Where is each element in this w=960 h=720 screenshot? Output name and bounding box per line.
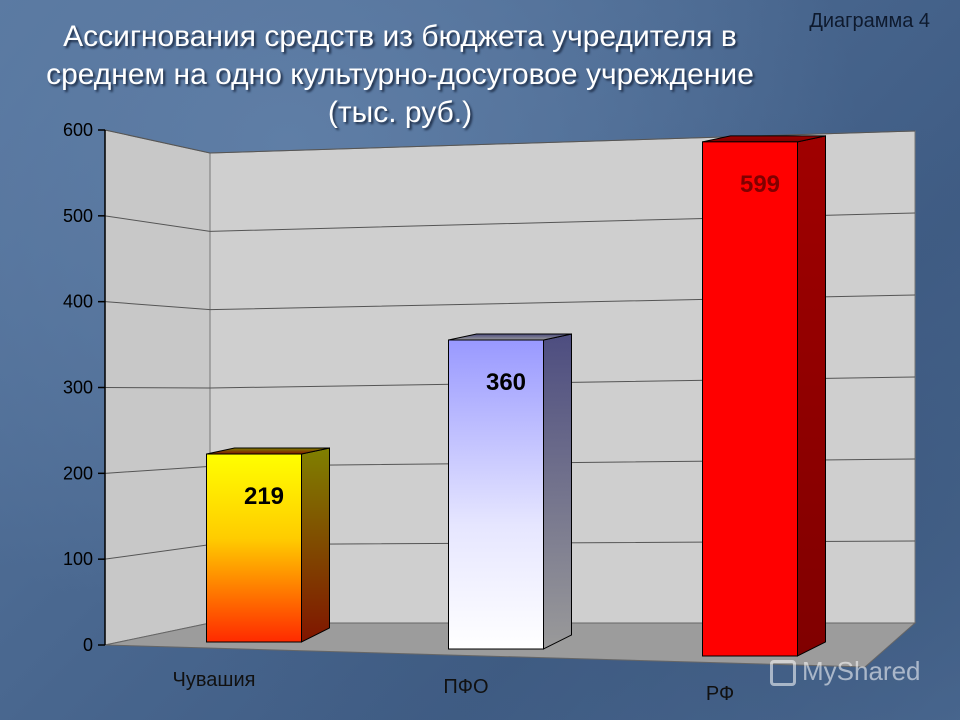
chart-title-line-2: среднем на одно культурно-досуговое учре…: [46, 58, 754, 91]
gridline: [104, 212, 916, 232]
bar-1: [206, 447, 330, 643]
diagram-number-label: Диаграмма 4: [809, 10, 930, 32]
bar-side-face: [543, 333, 572, 650]
x-axis-labels: Чувашия ПФО РФ: [173, 669, 735, 705]
y-axis: 0 100 200 300 400 500 600: [63, 120, 106, 655]
bar-front-face: [448, 339, 544, 650]
chart-title-line-3: (тыс. руб.): [327, 96, 473, 129]
category-label: ПФО: [443, 676, 488, 698]
gridline: [104, 129, 916, 154]
gridlines: [104, 129, 916, 560]
gridline: [104, 376, 916, 389]
y-tick-label: 200: [63, 463, 93, 483]
bars-group: 219 360 599: [206, 135, 826, 657]
data-label: 219: [244, 483, 284, 510]
bar-2: [448, 333, 572, 650]
watermark: MyShared: [770, 656, 921, 687]
chart-title-line-1: Ассигнования средств из бюджета учредите…: [63, 20, 737, 53]
bar-3: [702, 135, 826, 657]
chart-title: Ассигнования средств из бюджета учредите…: [20, 18, 780, 132]
bar-side-face: [301, 447, 330, 643]
category-label: Чувашия: [173, 669, 256, 691]
data-label: 360: [486, 369, 526, 396]
y-tick-label: 100: [63, 549, 93, 569]
watermark-text: MyShared: [802, 656, 921, 686]
y-tick-label: 300: [63, 378, 93, 398]
y-tick-label: 0: [83, 635, 93, 655]
data-label: 599: [740, 171, 780, 198]
category-label: РФ: [706, 683, 734, 705]
myshared-logo-icon: [770, 660, 796, 687]
bar-front-face: [206, 453, 302, 643]
y-tick-label: 400: [63, 292, 93, 312]
gridline: [104, 294, 916, 311]
bar-front-face: [702, 141, 798, 657]
y-tick-label: 500: [63, 206, 93, 226]
bar-side-face: [797, 135, 826, 657]
y-tick-label: 600: [63, 120, 93, 140]
